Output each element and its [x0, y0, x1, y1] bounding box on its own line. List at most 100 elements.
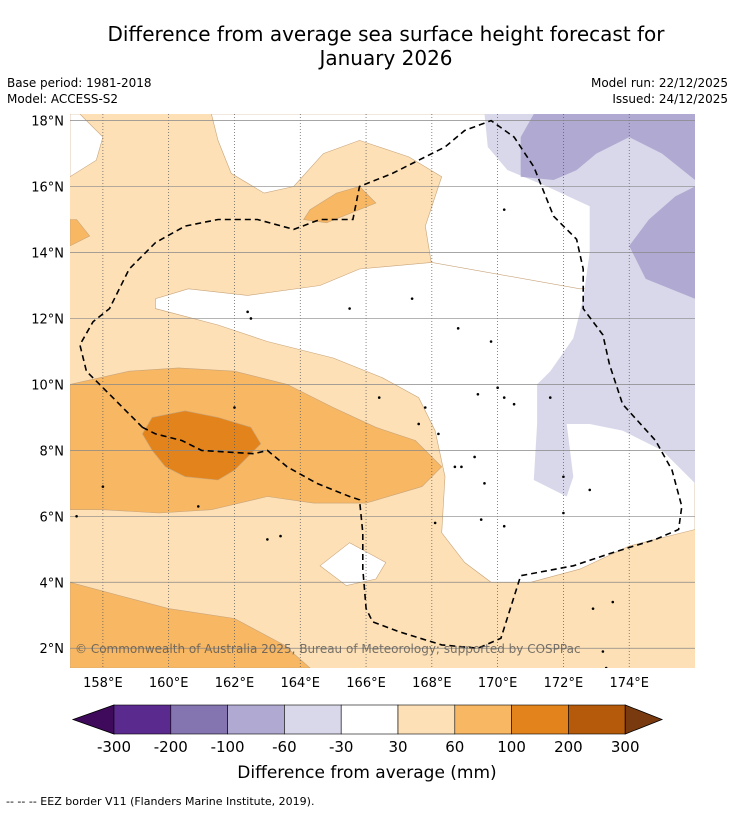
- chart-title: Difference from average sea surface heig…: [0, 22, 736, 70]
- island-marker: [548, 396, 552, 399]
- issued-date: Issued: 24/12/2025: [612, 92, 728, 106]
- island-marker: [479, 518, 483, 521]
- islands-layer: [75, 208, 615, 668]
- colorbar-extend-low: [71, 704, 115, 735]
- region-neutral-central: [155, 262, 695, 583]
- island-marker: [460, 465, 463, 469]
- island-marker: [433, 521, 437, 525]
- colorbar-tick-label: -100: [211, 738, 245, 756]
- colorbar-label: Difference from average (mm): [237, 763, 496, 783]
- y-tick-label: 16°N: [31, 181, 64, 196]
- y-tick-label: 18°N: [31, 115, 64, 130]
- contour-regions: [70, 114, 695, 668]
- colorbar-bin: [454, 704, 512, 735]
- island-marker: [496, 386, 499, 390]
- island-marker: [417, 422, 420, 426]
- eez-legend-note: -- -- -- EEZ border V11 (Flanders Marine…: [6, 795, 315, 808]
- model-run: Model run: 22/12/2025: [590, 76, 728, 90]
- region-band-60-100-south: [70, 581, 311, 668]
- colorbar-bin: [227, 704, 285, 735]
- colorbar-tick-label: -30: [329, 738, 354, 756]
- island-marker: [246, 310, 249, 314]
- colorbar: -300 -200 -100 -60 -30 30 60 100 200 300: [71, 704, 664, 756]
- region-patch-100-200: [142, 410, 262, 481]
- x-axis-ticks: 158°E 160°E 162°E 164°E 166°E 168°E 170°E 172°E…: [83, 676, 649, 691]
- island-marker: [476, 392, 480, 396]
- meta-right: Model run: 22/12/2025 Issued: 24/12/2025: [591, 75, 728, 107]
- title-line-1: Difference from average sea surface heig…: [107, 22, 665, 46]
- y-tick-label: 8°N: [40, 444, 65, 459]
- colorbar-bin: [511, 704, 569, 735]
- x-tick-label: 160°E: [149, 676, 189, 691]
- colorbar-tick-label: 30: [388, 738, 407, 756]
- y-tick-label: 2°N: [40, 642, 65, 657]
- colorbar-tick-label: 300: [611, 738, 640, 756]
- y-tick-label: 10°N: [31, 378, 64, 393]
- region-patch-neg-30-60-north: [484, 114, 695, 497]
- y-tick-label: 14°N: [31, 247, 64, 262]
- colorbar-extend-high: [624, 704, 664, 735]
- island-marker: [601, 650, 605, 653]
- x-tick-label: 174°E: [609, 676, 649, 691]
- island-marker: [437, 432, 440, 436]
- colorbar-tick-label: 100: [497, 738, 526, 756]
- x-tick-label: 166°E: [346, 676, 386, 691]
- x-tick-label: 164°E: [280, 676, 320, 691]
- colorbar-tick-label: 60: [445, 738, 464, 756]
- island-marker: [456, 327, 460, 330]
- y-tick-label: 12°N: [31, 312, 64, 327]
- island-marker: [489, 340, 493, 343]
- y-tick-label: 6°N: [40, 510, 65, 525]
- island-marker: [377, 396, 381, 399]
- island-marker: [502, 208, 506, 211]
- island-marker: [101, 485, 105, 488]
- region-patch-60-100-west: [70, 219, 91, 247]
- island-marker: [562, 475, 565, 479]
- colorbar-bin: [284, 704, 342, 735]
- base-period: Base period: 1981-2018: [7, 76, 152, 90]
- island-marker: [611, 600, 615, 604]
- x-tick-label: 170°E: [478, 676, 518, 691]
- island-marker: [483, 482, 486, 485]
- y-tick-label: 4°N: [40, 576, 65, 591]
- gridlines: [70, 114, 695, 668]
- eez-border-layer: [79, 119, 683, 650]
- title-line-2: January 2026: [319, 46, 453, 70]
- x-tick-label: 172°E: [544, 676, 584, 691]
- island-marker: [348, 307, 351, 310]
- island-marker: [473, 455, 476, 459]
- island-marker: [410, 297, 414, 300]
- colorbar-tick-label: 200: [554, 738, 583, 756]
- island-marker: [512, 402, 516, 406]
- colorbar-bin: [397, 704, 456, 735]
- island-marker: [562, 511, 565, 515]
- island-marker: [196, 505, 200, 508]
- colorbar-bin: [170, 704, 228, 735]
- island-marker: [423, 406, 427, 409]
- colorbar-tick-label: -60: [272, 738, 297, 756]
- region-patch-neg-60-100-north: [520, 114, 695, 180]
- island-marker: [502, 396, 506, 399]
- island-marker: [588, 488, 592, 492]
- region-neutral-north-left: [70, 114, 104, 178]
- island-marker: [266, 538, 269, 541]
- colorbar-bin: [113, 704, 172, 735]
- region-patch-neg-60-100-east: [629, 186, 695, 299]
- x-tick-label: 158°E: [83, 676, 123, 691]
- meta-left: Base period: 1981-2018 Model: ACCESS-S2: [7, 75, 152, 107]
- x-tick-label: 168°E: [412, 676, 452, 691]
- island-marker: [604, 666, 608, 668]
- x-tick-label: 162°E: [215, 676, 255, 691]
- island-marker: [453, 465, 457, 469]
- island-marker: [591, 607, 595, 610]
- island-marker: [75, 515, 78, 518]
- copyright-notice: © Commonwealth of Australia 2025, Bureau…: [75, 642, 581, 656]
- island-marker: [279, 534, 282, 538]
- colorbar-tick-label: -200: [154, 738, 188, 756]
- island-marker: [502, 524, 506, 528]
- model-name: Model: ACCESS-S2: [7, 92, 119, 106]
- y-axis-ticks: 2°N 4°N 6°N 8°N 10°N 12°N 14°N 16°N 18°N: [31, 115, 64, 658]
- colorbar-bin: [568, 704, 626, 735]
- island-marker: [233, 406, 236, 409]
